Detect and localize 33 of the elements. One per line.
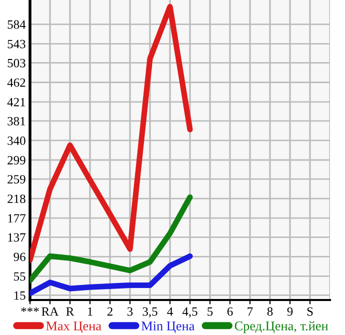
y-tick-label: 381 [8,116,26,126]
x-tick-label: RA [42,307,59,316]
x-tick-label: 1 [88,307,92,316]
y-tick-label: 340 [8,136,26,145]
y-tick-label: 503 [8,58,26,68]
x-tick-label: 7 [248,307,253,316]
y-tick-label: 259 [8,175,26,184]
x-tick-label: R [66,307,74,316]
x-tick-label: 4 [167,307,173,316]
legend-label: Min Цена [141,322,195,334]
x-tick-label: 4,5 [182,307,198,318]
y-tick-label: 137 [8,233,26,242]
y-tick-label: 96 [14,252,26,262]
y-tick-label: 584 [8,20,26,29]
legend-label: Max Цена [46,322,102,334]
y-tick-label: 15 [14,291,26,300]
y-tick-label: 299 [8,156,26,164]
x-tick-label: 6 [227,307,233,316]
x-tick-label: 8 [267,307,273,316]
x-tick-label: 3 [127,307,133,316]
y-tick-label: 55 [14,272,26,281]
x-tick-label: 3,5 [142,307,158,318]
x-tick-label: 2 [107,307,112,316]
y-tick-label: 543 [8,40,26,48]
y-tick-label: 421 [7,98,26,106]
y-tick-label: 218 [8,194,26,204]
x-tick-label: 9 [287,307,293,316]
y-tick-label: 462 [7,78,26,87]
y-tick-label: 177 [8,214,26,222]
x-tick-label: 5 [208,307,213,316]
x-tick-label: *** [21,307,39,312]
x-tick-label: S [307,307,313,316]
legend-label: Сред.Цена, т.йен [234,321,328,334]
